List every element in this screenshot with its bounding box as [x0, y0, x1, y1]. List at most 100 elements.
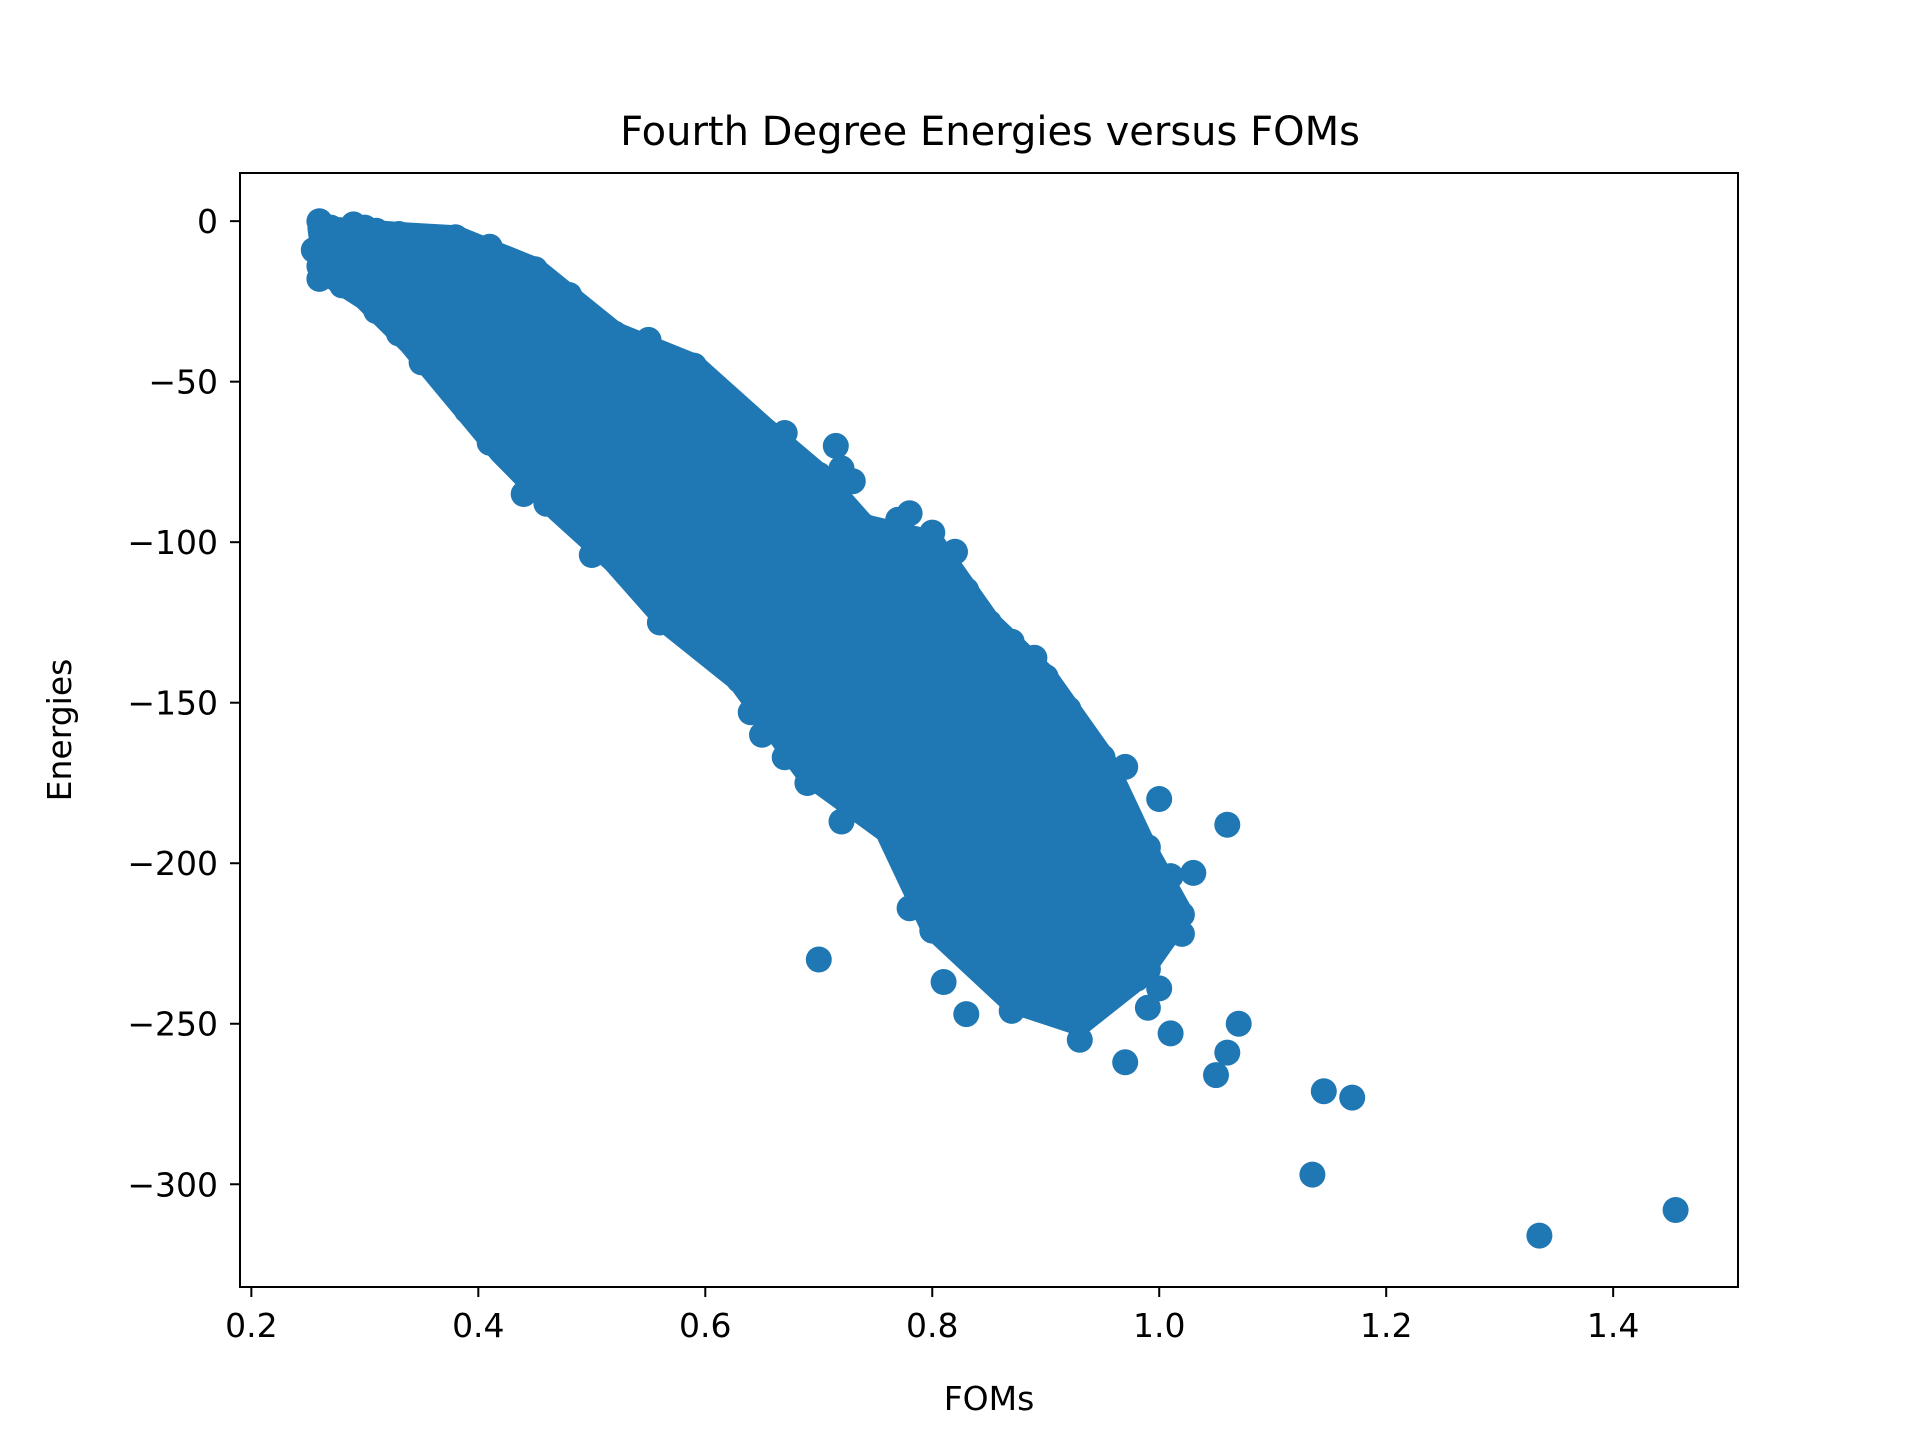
data-point	[1299, 1161, 1326, 1188]
data-point	[794, 770, 821, 796]
data-point	[601, 320, 628, 347]
data-point	[896, 895, 923, 922]
data-point	[1214, 811, 1241, 838]
data-point	[431, 368, 458, 395]
data-point	[499, 253, 526, 280]
data-point	[919, 917, 946, 944]
y-axis-label: Energies	[40, 659, 79, 802]
data-point	[839, 468, 866, 495]
data-point	[419, 227, 446, 254]
data-point	[669, 619, 696, 646]
data-point	[726, 667, 753, 694]
data-point	[896, 500, 923, 527]
data-point	[942, 538, 968, 565]
data-point	[953, 1001, 980, 1028]
data-point	[828, 808, 855, 835]
data-point	[805, 461, 832, 488]
data-point	[635, 574, 662, 601]
data-point	[351, 278, 378, 305]
data-point	[567, 298, 594, 324]
y-tick-label: −200	[127, 844, 218, 883]
data-point	[306, 253, 333, 280]
data-point	[658, 346, 685, 373]
data-point	[1134, 994, 1161, 1021]
data-point	[1134, 834, 1161, 861]
y-tick-label: −100	[127, 523, 218, 562]
data-point	[771, 420, 798, 446]
data-point	[533, 490, 560, 517]
data-point	[363, 217, 390, 244]
data-point	[329, 240, 356, 267]
data-point	[998, 997, 1025, 1024]
data-point	[1310, 1078, 1337, 1105]
data-point	[1157, 1020, 1184, 1047]
data-point	[749, 721, 775, 748]
data-point	[1123, 920, 1150, 947]
data-point	[1180, 859, 1207, 886]
data-point	[953, 930, 980, 957]
x-tick-label: 1.4	[1587, 1306, 1639, 1345]
data-point	[385, 320, 412, 347]
data-point	[1066, 721, 1093, 748]
data-point	[1214, 1039, 1241, 1066]
data-point	[737, 413, 764, 440]
data-point	[873, 808, 900, 835]
x-tick-label: 0.8	[906, 1306, 958, 1345]
data-point	[1066, 1026, 1093, 1053]
data-point	[476, 429, 503, 456]
data-point	[1021, 644, 1048, 671]
data-point	[578, 542, 605, 568]
data-point	[1662, 1197, 1689, 1223]
data-point	[1089, 744, 1116, 771]
data-point	[476, 233, 503, 260]
data-point	[1168, 920, 1195, 947]
data-point	[1112, 1049, 1139, 1076]
data-point	[408, 349, 435, 376]
data-point	[1146, 786, 1173, 812]
data-points	[300, 208, 1689, 1249]
data-point	[1078, 985, 1105, 1012]
x-axis: 0.2 0.4 0.6 0.8 1.0 1.2 1.4	[225, 1287, 1639, 1345]
y-tick-label: 0	[197, 202, 218, 241]
data-point	[1134, 956, 1161, 983]
y-tick-label: −50	[148, 363, 218, 402]
y-tick-label: −150	[127, 684, 218, 723]
data-point	[998, 628, 1025, 655]
data-point	[499, 448, 526, 475]
y-tick-label: −250	[127, 1005, 218, 1044]
data-point	[385, 221, 412, 247]
data-point	[1112, 753, 1139, 780]
data-point	[737, 699, 764, 726]
data-point	[692, 625, 719, 652]
x-tick-label: 0.2	[225, 1306, 277, 1345]
data-point	[1055, 1001, 1082, 1028]
data-point	[635, 326, 662, 353]
data-point	[805, 946, 832, 973]
y-tick-label: −300	[127, 1165, 218, 1204]
data-point	[1157, 863, 1184, 890]
data-point	[1032, 664, 1059, 690]
data-point	[998, 978, 1025, 1005]
data-point	[363, 298, 390, 324]
x-tick-label: 0.4	[452, 1306, 504, 1345]
data-point	[1112, 805, 1139, 832]
data-point	[567, 513, 594, 540]
data-point	[646, 609, 673, 636]
data-point	[771, 744, 798, 771]
data-point	[919, 519, 946, 546]
data-point	[896, 847, 923, 873]
plot-frame	[239, 172, 1739, 1288]
chart-title: Fourth Degree Energies versus FOMs	[620, 109, 1360, 155]
x-tick-label: 1.2	[1360, 1306, 1412, 1345]
data-point	[1203, 1062, 1229, 1089]
x-axis-label: FOMs	[944, 1379, 1035, 1418]
data-point	[851, 513, 878, 540]
x-tick-label: 0.6	[679, 1306, 731, 1345]
data-point	[1055, 696, 1082, 723]
data-point	[1339, 1084, 1366, 1111]
x-tick-label: 1.0	[1133, 1306, 1185, 1345]
data-point	[715, 400, 741, 427]
data-point	[1526, 1222, 1553, 1249]
data-point	[329, 272, 356, 299]
